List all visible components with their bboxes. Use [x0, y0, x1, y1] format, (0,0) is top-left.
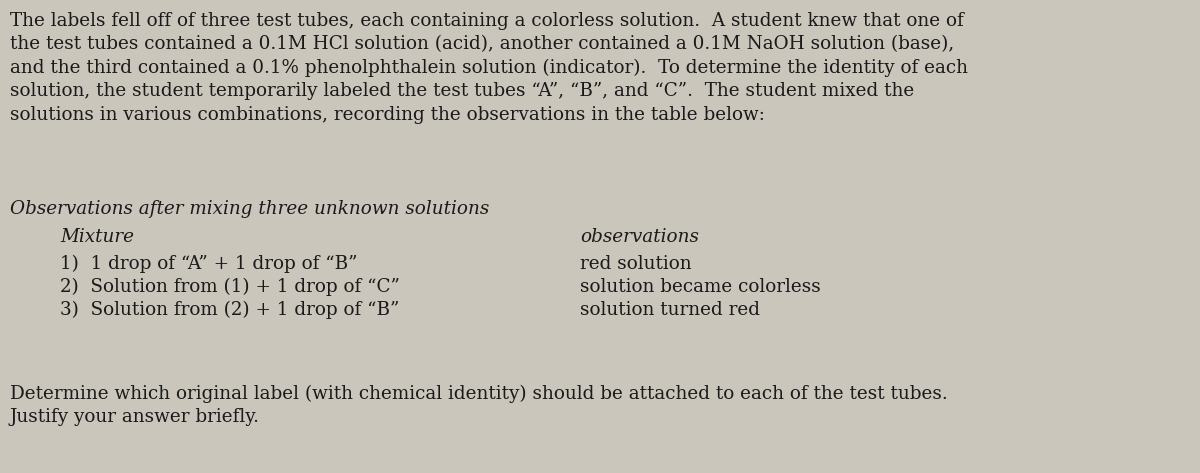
Text: solutions in various combinations, recording the observations in the table below: solutions in various combinations, recor… — [10, 106, 764, 124]
Text: the test tubes contained a 0.1M HCl solution (acid), another contained a 0.1M Na: the test tubes contained a 0.1M HCl solu… — [10, 35, 954, 53]
Text: solution, the student temporarily labeled the test tubes “A”, “B”, and “C”.  The: solution, the student temporarily labele… — [10, 82, 914, 100]
Text: solution became colorless: solution became colorless — [580, 278, 821, 296]
Text: red solution: red solution — [580, 255, 691, 273]
Text: solution turned red: solution turned red — [580, 301, 760, 319]
Text: 1)  1 drop of “A” + 1 drop of “B”: 1) 1 drop of “A” + 1 drop of “B” — [60, 255, 358, 273]
Text: Mixture: Mixture — [60, 228, 134, 246]
Text: 2)  Solution from (1) + 1 drop of “C”: 2) Solution from (1) + 1 drop of “C” — [60, 278, 400, 296]
Text: 3)  Solution from (2) + 1 drop of “B”: 3) Solution from (2) + 1 drop of “B” — [60, 301, 400, 319]
Text: Determine which original label (with chemical identity) should be attached to ea: Determine which original label (with che… — [10, 385, 948, 403]
Text: observations: observations — [580, 228, 698, 246]
Text: Justify your answer briefly.: Justify your answer briefly. — [10, 408, 260, 426]
Text: Observations after mixing three unknown solutions: Observations after mixing three unknown … — [10, 200, 490, 218]
Text: and the third contained a 0.1% phenolphthalein solution (indicator).  To determi: and the third contained a 0.1% phenolpht… — [10, 59, 968, 77]
Text: The labels fell off of three test tubes, each containing a colorless solution.  : The labels fell off of three test tubes,… — [10, 12, 964, 30]
